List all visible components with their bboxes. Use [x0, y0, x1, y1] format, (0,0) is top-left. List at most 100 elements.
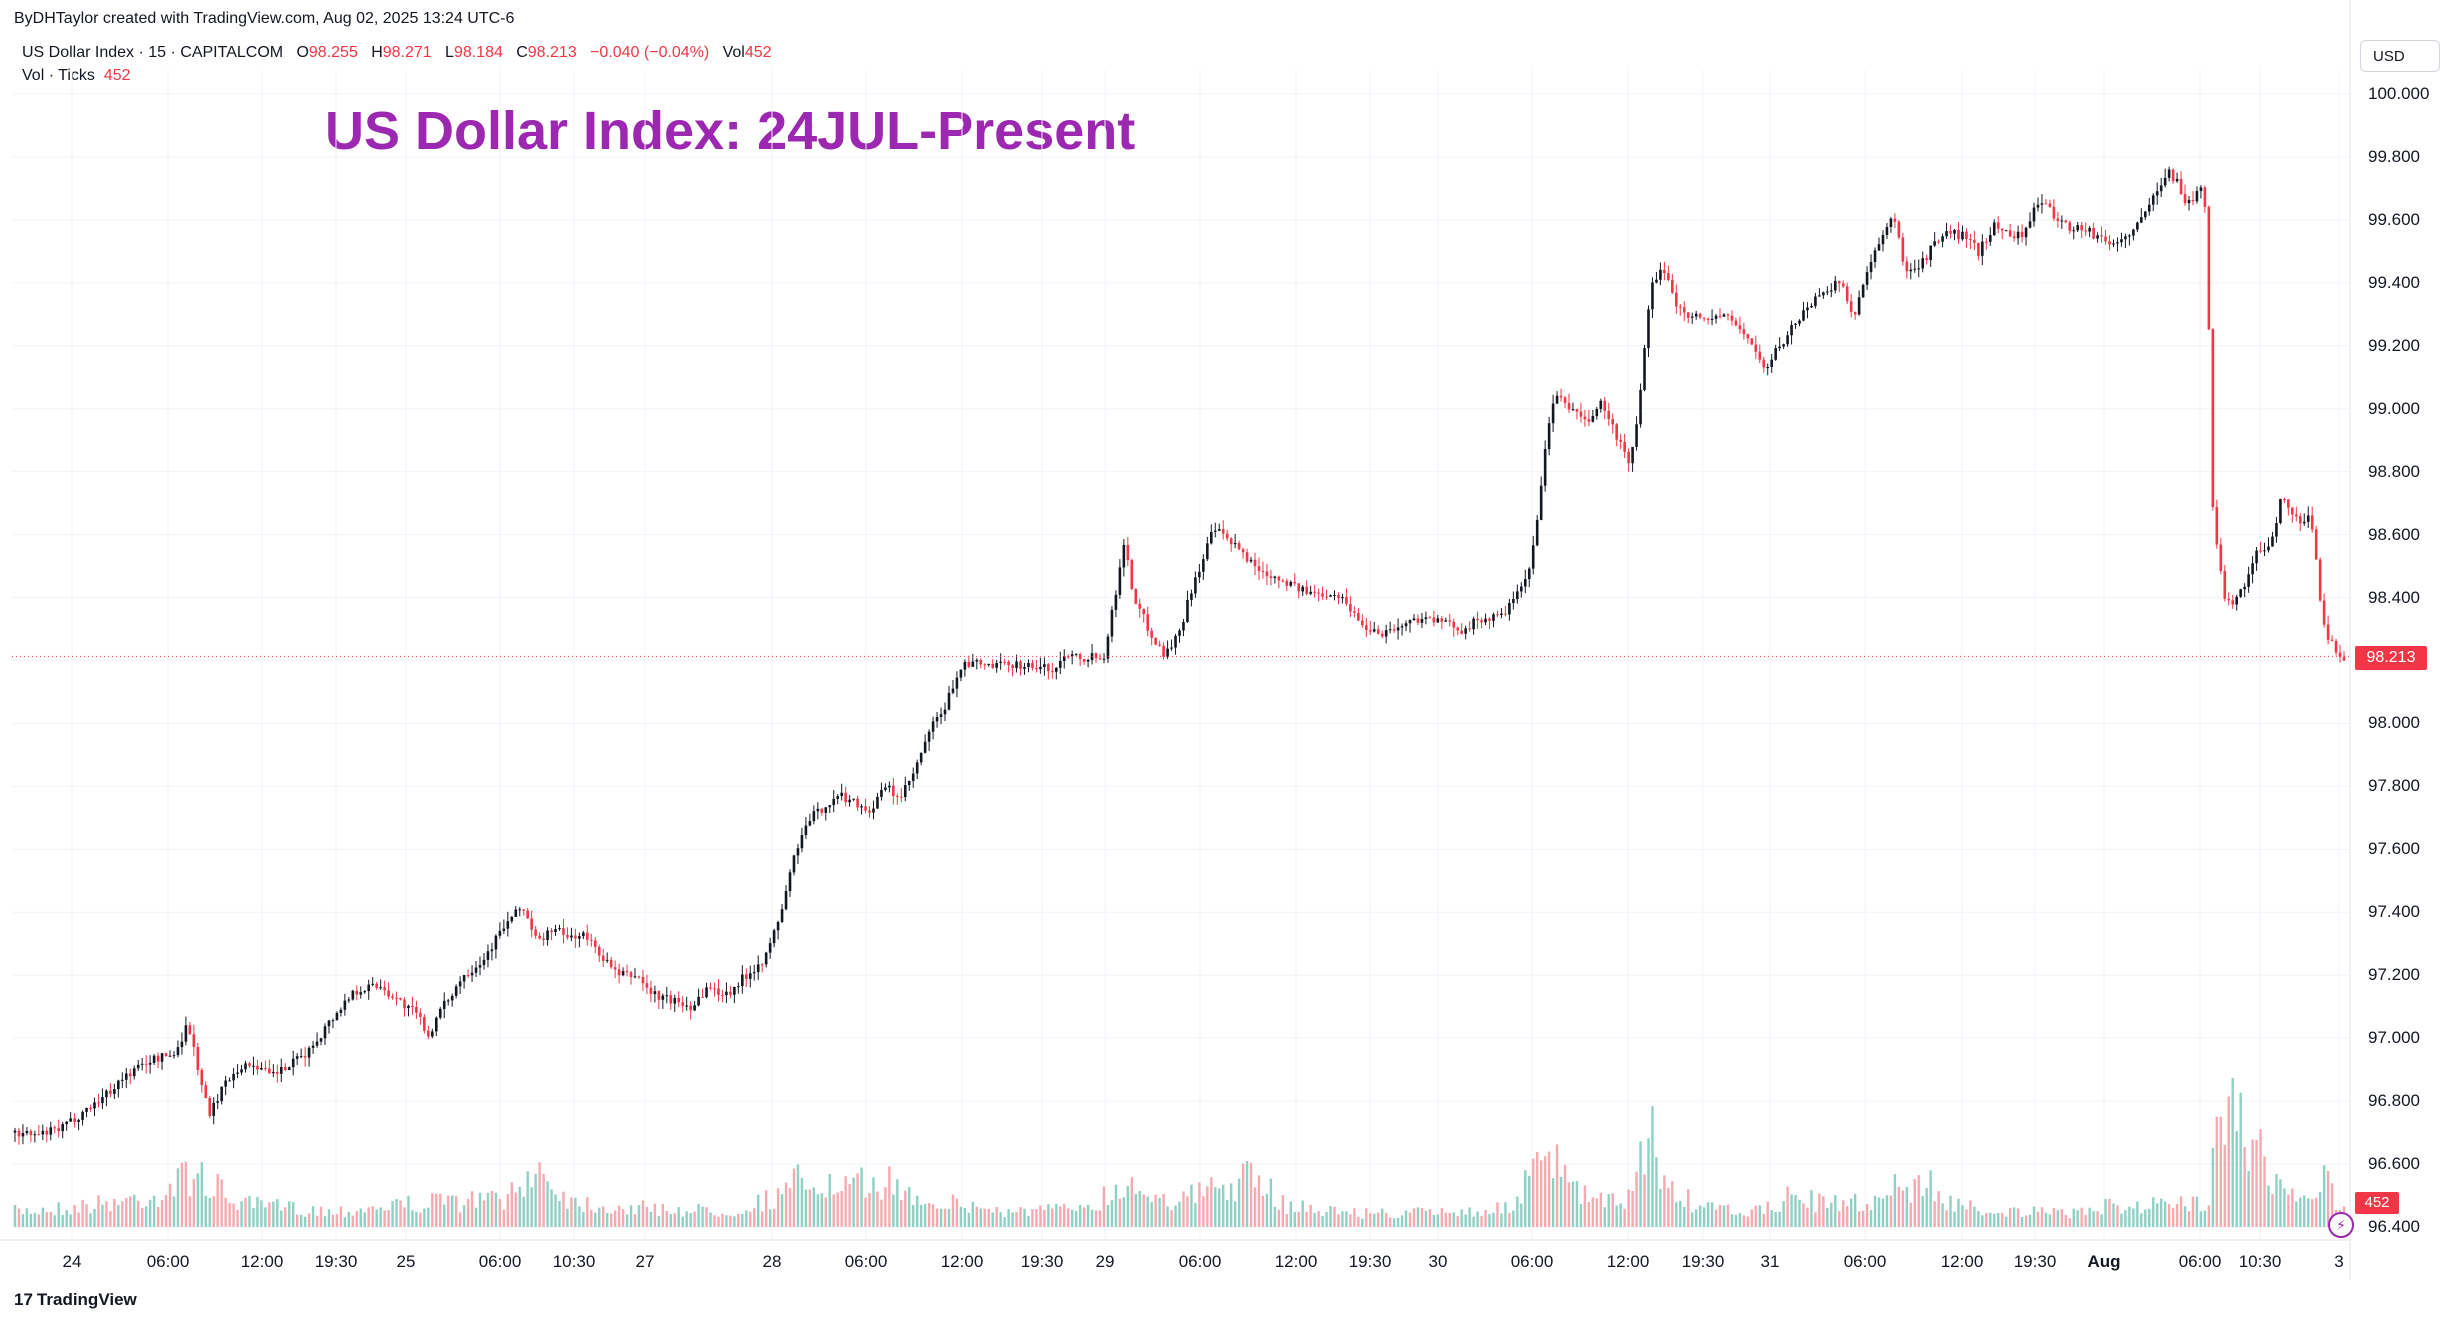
volume-bar [216, 1174, 219, 1227]
volume-bar [1726, 1204, 1730, 1227]
open-label: O [296, 44, 309, 61]
volume-bar [2144, 1209, 2147, 1227]
volume-bar [1365, 1208, 1368, 1227]
volume-bar [168, 1183, 172, 1227]
volume-bar [1341, 1211, 1344, 1227]
candle-body [307, 1047, 311, 1058]
volume-bar [2322, 1165, 2326, 1227]
candle-body [1162, 645, 1165, 657]
candle-body [1019, 661, 1022, 669]
volume-bar [2203, 1210, 2207, 1227]
candle-body [1194, 577, 1197, 594]
candle-body [1150, 630, 1153, 638]
candle-body [1062, 656, 1066, 661]
candle-body [987, 663, 991, 666]
candle-body [1142, 608, 1146, 615]
volume-bar [2124, 1210, 2127, 1227]
candle-body [903, 785, 907, 797]
candle-body [204, 1085, 208, 1099]
candle-body [1778, 346, 1781, 349]
volume-bar [2064, 1214, 2067, 1227]
volume-bar [1253, 1187, 1257, 1227]
candle-body [935, 716, 939, 722]
candle-body [1031, 662, 1034, 668]
volume-bar [1619, 1203, 1622, 1227]
candle-body [196, 1046, 200, 1070]
candle-body [2298, 516, 2302, 524]
volume-bar [768, 1209, 772, 1227]
volume-bar [292, 1202, 295, 1227]
volume-bar [2036, 1211, 2040, 1227]
volume-bar [260, 1200, 263, 1227]
candle-body [1504, 613, 1507, 615]
volume-bar [2299, 1197, 2302, 1227]
volume-bar [2303, 1195, 2306, 1227]
volume-bar [963, 1208, 967, 1227]
candle-body [407, 1005, 410, 1009]
volume-bar [2156, 1203, 2159, 1227]
lightning-icon[interactable]: ⚡ [2328, 1212, 2354, 1238]
volume-bar [1067, 1208, 1070, 1227]
candle-body [176, 1047, 180, 1056]
candle-body [1595, 408, 1599, 416]
volume-bar [1420, 1207, 1424, 1227]
volume-bar [1345, 1211, 1348, 1227]
candle-body [1265, 571, 1269, 577]
volume-bar [832, 1194, 835, 1227]
candle-body [1698, 313, 1702, 318]
volume-bar [1086, 1204, 1090, 1227]
volume-bar [196, 1173, 200, 1227]
volume-bar [1142, 1194, 1145, 1227]
candle-body [383, 987, 386, 991]
volume-bar [1623, 1208, 1626, 1227]
y-tick-label: 97.800 [2368, 776, 2420, 796]
currency-button[interactable]: USD [2360, 40, 2440, 72]
volume-bar [470, 1191, 474, 1227]
volume-bar [947, 1208, 951, 1227]
candle-body [1667, 273, 1670, 280]
candle-body [2334, 640, 2338, 653]
volume-bar [1834, 1194, 1837, 1227]
volume-bar [760, 1211, 764, 1227]
candle-body [1039, 666, 1042, 670]
volume-bar [1388, 1217, 1392, 1227]
candle-body [1567, 403, 1571, 410]
volume-bar [109, 1211, 112, 1227]
volume-bar [443, 1204, 446, 1227]
candle-body [1543, 449, 1547, 486]
candle-body [971, 661, 975, 667]
candle-body [502, 928, 506, 931]
candle-body [597, 946, 601, 956]
volume-bar [2048, 1214, 2052, 1227]
candle-body [701, 996, 704, 998]
candle-body [725, 991, 728, 996]
candle-body [812, 811, 816, 822]
candle-body [609, 959, 613, 968]
volume-bar [2235, 1130, 2238, 1227]
candle-body [744, 974, 748, 979]
volume-bar [613, 1210, 617, 1227]
volume-bar [915, 1195, 919, 1227]
volume-bar [2183, 1206, 2187, 1227]
candle-body [466, 975, 470, 977]
candle-body [1682, 307, 1686, 313]
volume-bar [943, 1208, 947, 1227]
volume-bar [1826, 1207, 1829, 1227]
candle-body [951, 688, 955, 693]
candle-body [582, 932, 585, 937]
volume-bar [359, 1208, 362, 1227]
candle-body [1007, 661, 1010, 666]
candle-body [709, 987, 712, 989]
candle-body [1897, 221, 1901, 238]
candle-body [287, 1067, 291, 1071]
volume-bar [987, 1208, 990, 1227]
volume-bar [37, 1214, 41, 1227]
candle-body [1337, 595, 1340, 599]
volume-bar [2159, 1198, 2163, 1227]
volume-bar [757, 1194, 760, 1227]
volume-bar [1655, 1157, 1658, 1227]
candle-body [21, 1133, 25, 1137]
volume-bar [284, 1207, 287, 1227]
volume-bar [1400, 1215, 1404, 1227]
